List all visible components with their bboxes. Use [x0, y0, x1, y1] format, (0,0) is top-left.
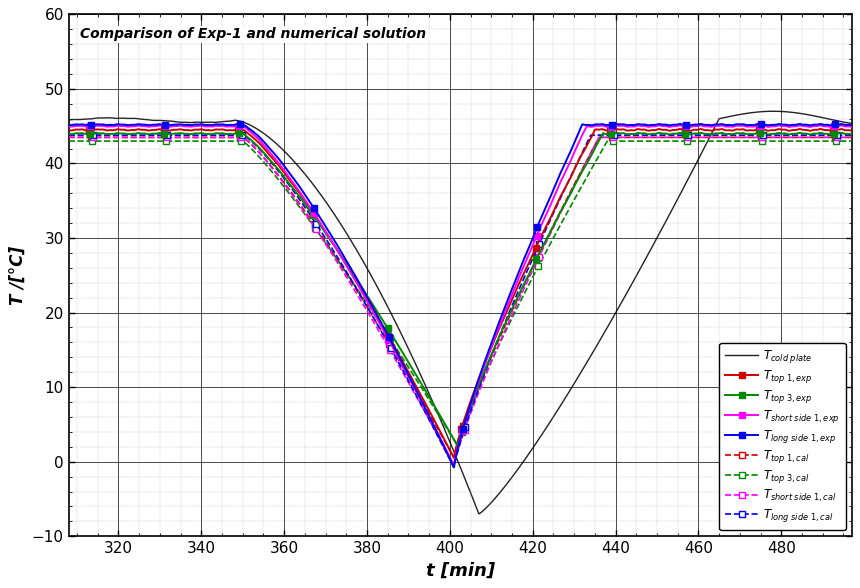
Legend: $T_{cold\ plate}$, $T_{top\ 1,exp}$, $T_{top\ 3,exp}$, $T_{short\ side\ 1,exp}$,: $T_{cold\ plate}$, $T_{top\ 1,exp}$, $T_… — [720, 343, 845, 530]
Text: Comparison of Exp-1 and numerical solution: Comparison of Exp-1 and numerical soluti… — [81, 28, 427, 41]
X-axis label: t [min]: t [min] — [426, 562, 494, 580]
Y-axis label: T /[°C]: T /[°C] — [9, 246, 27, 305]
